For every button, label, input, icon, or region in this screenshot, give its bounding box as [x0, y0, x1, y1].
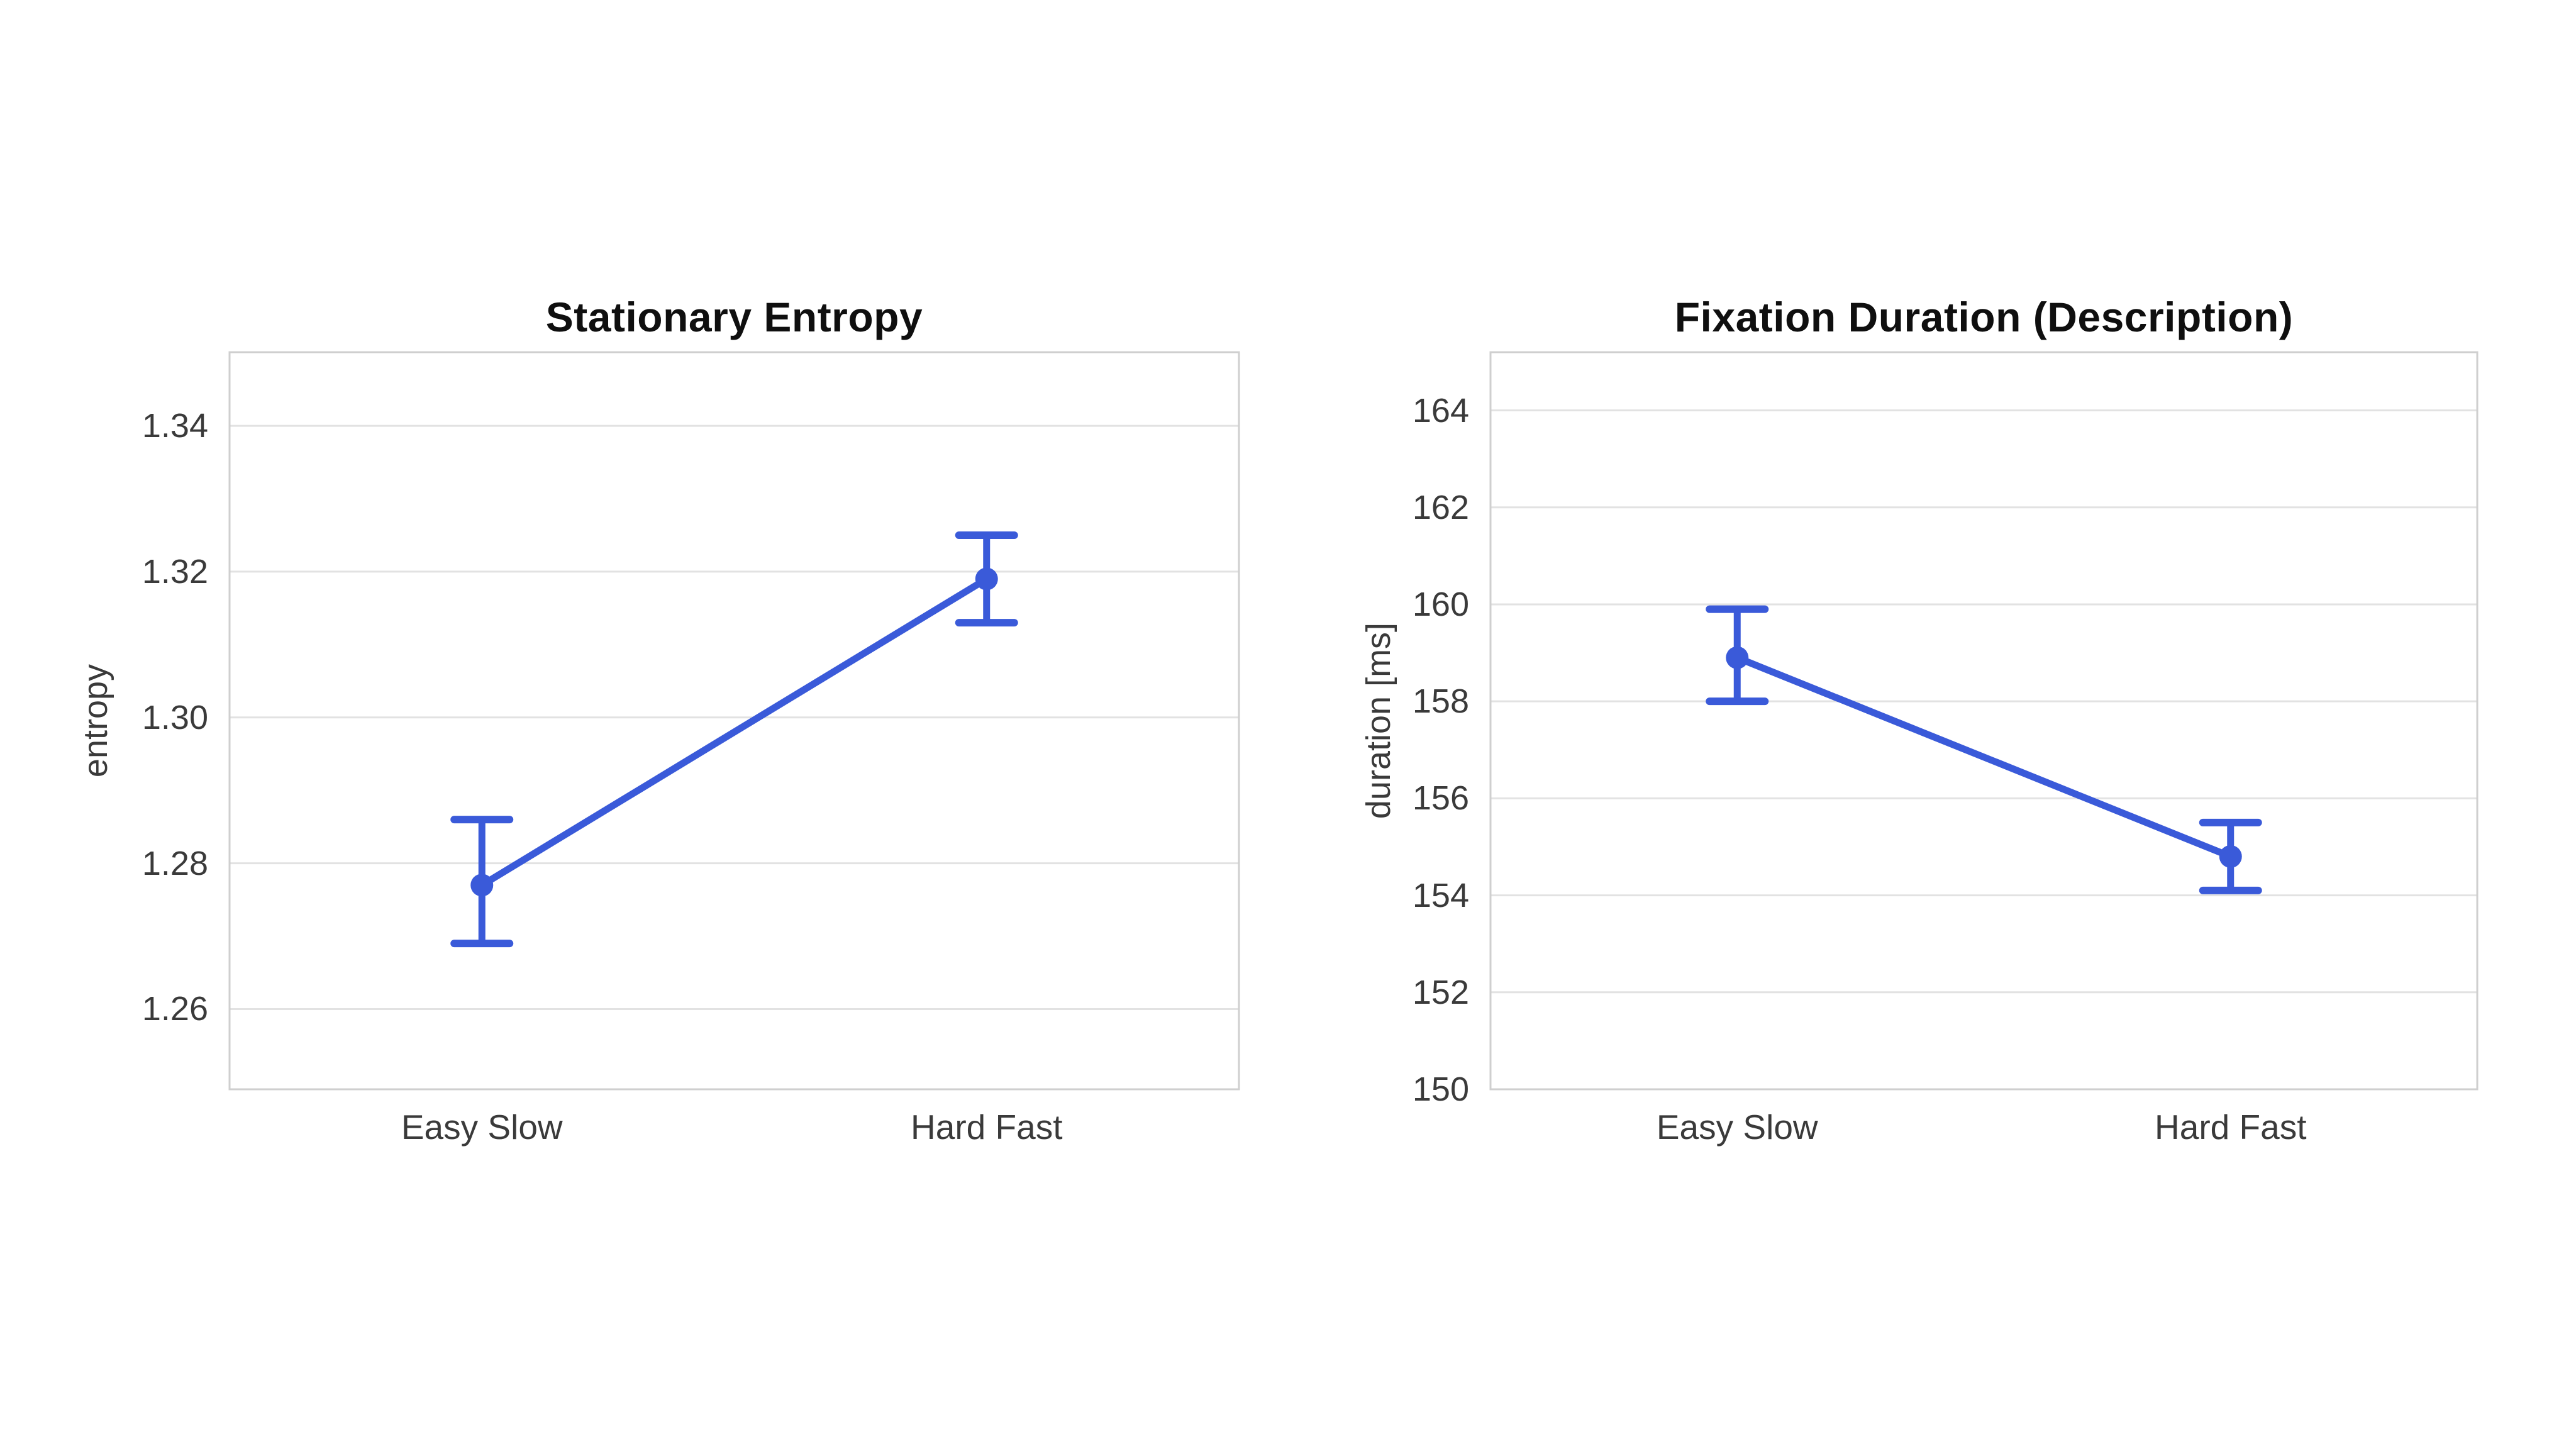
- y-tick-label-1.26: 1.26: [142, 990, 208, 1028]
- y-tick-label-1.30: 1.30: [142, 698, 208, 736]
- plot-border: [228, 351, 1240, 1091]
- data-point-marker: [2219, 845, 2242, 868]
- y-tick-label-150: 150: [1412, 1070, 1469, 1108]
- y-axis-title-duration-ms: duration [ms]: [1360, 622, 1397, 819]
- x-category-label-hard-fast: Hard Fast: [911, 1108, 1063, 1147]
- series-line: [478, 575, 991, 889]
- chart-title-fixation-duration: Fixation Duration (Description): [1674, 294, 2294, 340]
- y-tick-label-156: 156: [1412, 779, 1469, 818]
- y-tick-label-160: 160: [1412, 585, 1469, 623]
- data-point-marker: [975, 567, 998, 591]
- series-line: [1733, 654, 2235, 860]
- y-axis-title-entropy: entropy: [77, 664, 114, 778]
- chart-title-stationary-entropy: Stationary Entropy: [545, 294, 923, 340]
- y-tick-label-158: 158: [1412, 682, 1469, 721]
- data-point-marker: [1726, 646, 1749, 669]
- chart-0-group: [228, 351, 1240, 1091]
- x-category-label-hard-fast: Hard Fast: [2155, 1108, 2307, 1147]
- x-category-label-easy-slow: Easy Slow: [1656, 1108, 1818, 1147]
- data-point-marker: [470, 874, 494, 897]
- x-category-label-easy-slow: Easy Slow: [401, 1108, 563, 1147]
- y-tick-label-162: 162: [1412, 488, 1469, 526]
- y-tick-label-1.32: 1.32: [142, 552, 208, 591]
- chart-1-group: [1489, 351, 2479, 1091]
- y-tick-label-1.28: 1.28: [142, 844, 208, 882]
- y-tick-label-152: 152: [1412, 973, 1469, 1011]
- plot-border: [1489, 351, 2479, 1091]
- y-tick-label-1.34: 1.34: [142, 407, 208, 445]
- y-tick-label-154: 154: [1412, 876, 1469, 914]
- y-tick-label-164: 164: [1412, 391, 1469, 430]
